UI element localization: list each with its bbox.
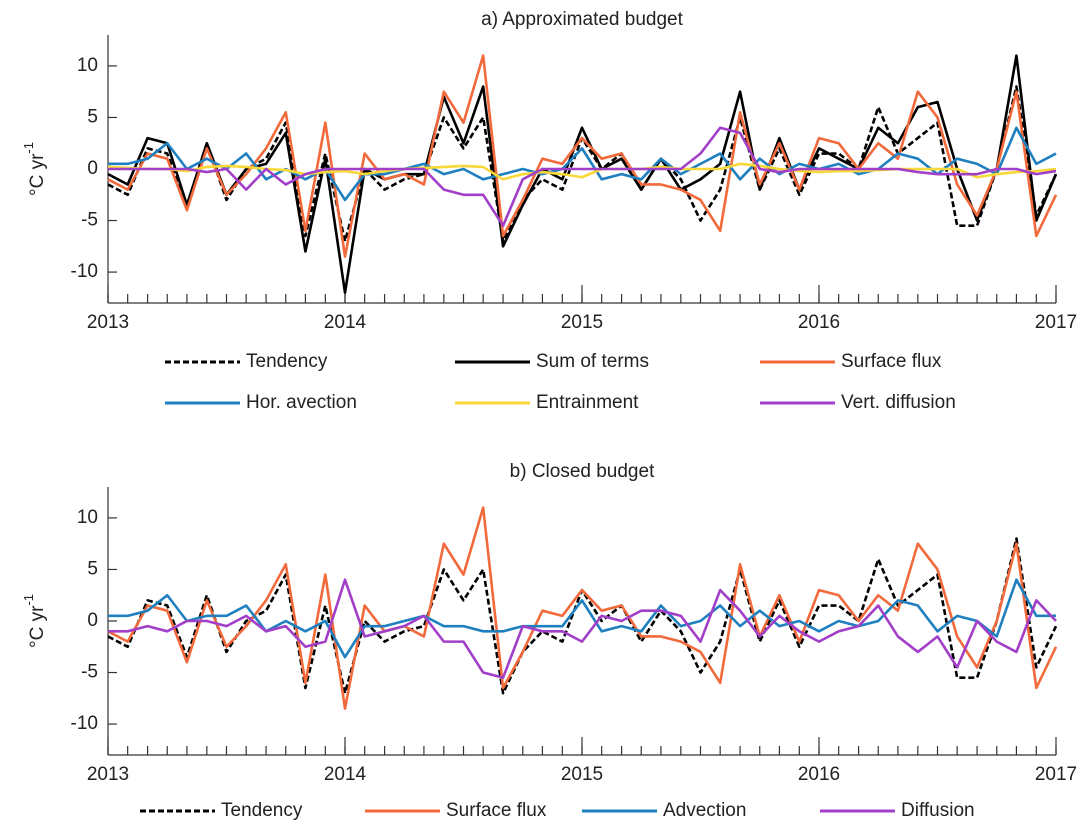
legend-label: Sum of terms (536, 351, 649, 372)
series-line (107, 54, 1058, 258)
legend-label: Tendency (246, 351, 328, 372)
y-tick-label: 5 (87, 106, 98, 127)
y-axis-label-text: °C yr (27, 605, 48, 648)
x-tick-label: 2015 (561, 312, 603, 333)
legend-label: Advection (663, 800, 746, 821)
legend-label: Vert. diffusion (841, 392, 956, 413)
series-line (107, 506, 1058, 710)
legend-label: Hor. avection (246, 392, 357, 413)
x-tick-label: 2014 (324, 312, 367, 333)
y-tick-label: 0 (87, 158, 98, 179)
y-tick-label: 10 (77, 507, 98, 528)
y-axis-label-superscript: -1 (21, 142, 36, 154)
series-line (108, 126, 1057, 202)
legend-label: Surface flux (446, 800, 547, 821)
legend-label: Entrainment (536, 392, 639, 413)
x-tick-label: 2017 (1035, 764, 1077, 785)
legend-label: Tendency (221, 800, 303, 821)
y-axis-label-text: °C yr (27, 153, 48, 196)
x-tick-label: 2014 (324, 764, 367, 785)
series-line (108, 126, 1057, 227)
y-tick-label: -10 (71, 713, 98, 734)
x-tick-label: 2016 (798, 312, 840, 333)
legend-label: Diffusion (901, 800, 975, 821)
y-tick-label: -5 (81, 662, 98, 683)
x-tick-label: 2016 (798, 764, 840, 785)
x-tick-label: 2013 (87, 764, 129, 785)
y-axis-label-superscript: -1 (21, 594, 36, 606)
chart-title: a) Approximated budget (481, 9, 683, 30)
y-tick-label: 5 (87, 558, 98, 579)
y-axis-label: °C yr-1 (21, 142, 48, 196)
y-tick-label: 10 (77, 55, 98, 76)
series-line (108, 578, 1057, 679)
series-line (107, 54, 1058, 294)
x-tick-label: 2015 (561, 764, 603, 785)
x-tick-label: 2013 (87, 312, 129, 333)
chart-title: b) Closed budget (510, 461, 655, 482)
y-axis-label: °C yr-1 (21, 594, 48, 648)
y-tick-label: 0 (87, 610, 98, 631)
y-tick-label: -5 (81, 210, 98, 231)
x-tick-label: 2017 (1035, 312, 1077, 333)
y-tick-label: -10 (71, 261, 98, 282)
legend-label: Surface flux (841, 351, 942, 372)
